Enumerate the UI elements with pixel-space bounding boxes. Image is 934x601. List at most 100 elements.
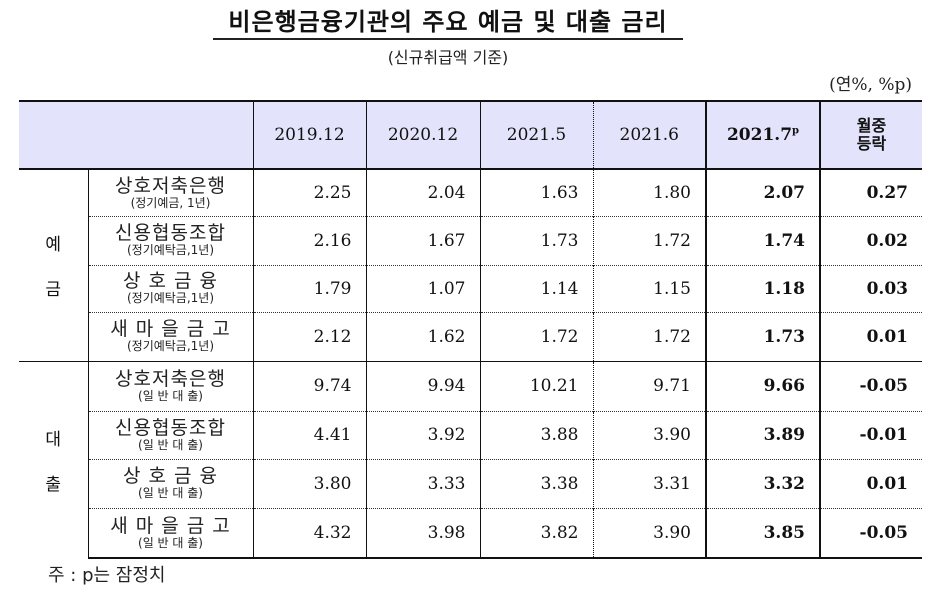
cell-2021-6: 1.15 (592, 264, 706, 312)
product-type: (정기예탁금,1년) (126, 243, 215, 258)
cell-2021-7p: 1.18 (705, 264, 821, 312)
institution-name: 상 호 금 융 (122, 465, 219, 488)
cell-2019-12: 2.12 (252, 311, 366, 361)
group-label-bottom: 출 (45, 474, 62, 495)
col-header-2021-5: 2021.5 (479, 100, 593, 170)
cell-2021-5: 1.14 (479, 264, 593, 312)
group-label-top: 대 (45, 429, 62, 450)
cell-monthly-change: 0.03 (820, 264, 922, 312)
cell-monthly-change: 0.01 (820, 458, 922, 508)
cell-2021-7p: 9.66 (705, 360, 821, 411)
institution-name: 상 호 금 융 (122, 270, 219, 293)
cell-monthly-change: 0.01 (820, 311, 922, 361)
cell-2020-12: 1.67 (365, 215, 480, 265)
cell-2019-12: 3.80 (252, 458, 366, 508)
cell-2021-5: 1.72 (479, 311, 593, 361)
cell-2021-5: 3.88 (479, 410, 593, 459)
cell-2020-12: 9.94 (365, 360, 480, 411)
header-blank (19, 100, 253, 170)
cell-2019-12: 1.79 (252, 264, 366, 312)
cell-2021-6: 1.72 (592, 311, 706, 361)
product-type: (일 반 대 출) (138, 486, 203, 501)
group-label-top: 예 (45, 235, 62, 256)
cell-2019-12: 2.25 (252, 168, 366, 216)
product-type: (일 반 대 출) (138, 535, 203, 550)
institution-name: 새 마 을 금 고 (110, 318, 231, 341)
page-title: 비은행금융기관의 주요 예금 및 대출 금리 (213, 8, 683, 40)
cell-monthly-change: 0.02 (820, 215, 922, 265)
cell-2021-7p: 3.32 (705, 458, 821, 508)
cell-2021-5: 10.21 (479, 360, 593, 411)
institution-name: 신용협동조합 (115, 416, 226, 439)
group-label-bottom: 금 (45, 280, 62, 301)
cell-2021-5: 3.38 (479, 458, 593, 508)
cell-monthly-change: -0.01 (820, 410, 922, 459)
row-label: 새 마 을 금 고 (일 반 대 출) (87, 507, 253, 559)
cell-monthly-change: -0.05 (820, 360, 922, 411)
table-row: 새 마 을 금 고 (일 반 대 출) 4.32 3.98 3.82 3.90 3… (19, 507, 922, 559)
row-label: 상 호 금 융 (정기예탁금,1년) (87, 264, 253, 312)
institution-name: 상호저축은행 (115, 367, 226, 390)
cell-2020-12: 1.62 (365, 311, 480, 361)
cell-2021-7p: 1.74 (705, 215, 821, 265)
cell-2021-6: 3.90 (592, 410, 706, 459)
row-label: 상 호 금 융 (일 반 대 출) (87, 458, 253, 508)
cell-2021-6: 9.71 (592, 360, 706, 411)
cell-2020-12: 3.33 (365, 458, 480, 508)
cell-2021-6: 3.90 (592, 507, 706, 559)
institution-name: 새 마 을 금 고 (110, 514, 231, 537)
table-row: 새 마 을 금 고 (정기예탁금,1년) 2.12 1.62 1.72 1.72 … (19, 311, 922, 361)
col-header-monthly-change: 월중 등락 (820, 100, 922, 170)
cell-2019-12: 4.32 (252, 507, 366, 559)
table-row: 신용협동조합 (일 반 대 출) 4.41 3.92 3.88 3.90 3.89… (19, 410, 922, 459)
cell-2021-6: 1.72 (592, 215, 706, 265)
product-type: (일 반 대 출) (138, 388, 203, 403)
cell-2021-6: 3.31 (592, 458, 706, 508)
product-type: (정기예금, 1년) (130, 195, 211, 210)
table-row: 신용협동조합 (정기예탁금,1년) 2.16 1.67 1.73 1.72 1.7… (19, 215, 922, 265)
page-subtitle: (신규취급액 기준) (387, 48, 509, 67)
row-label: 신용협동조합 (정기예탁금,1년) (87, 215, 253, 265)
cell-2021-7p: 2.07 (705, 168, 821, 216)
cell-2020-12: 1.07 (365, 264, 480, 312)
cell-2021-5: 1.73 (479, 215, 593, 265)
row-label: 상호저축은행 (일 반 대 출) (87, 360, 253, 411)
table-row: 상 호 금 융 (일 반 대 출) 3.80 3.33 3.38 3.31 3.3… (19, 458, 922, 508)
col-header-2020-12: 2020.12 (365, 100, 480, 170)
col-header-2021-7-text: 2021.7 (726, 125, 793, 145)
provisional-mark: p (792, 125, 800, 137)
col-header-2019-12: 2019.12 (252, 100, 366, 170)
interest-rate-table: 2019.12 2020.12 2021.5 2021.6 2021.7p 월중… (19, 100, 922, 559)
product-type: (정기예탁금,1년) (126, 339, 215, 354)
cell-monthly-change: 0.27 (820, 168, 922, 216)
institution-name: 상호저축은행 (115, 174, 226, 197)
header-row: 2019.12 2020.12 2021.5 2021.6 2021.7p 월중… (19, 100, 922, 170)
row-label: 신용협동조합 (일 반 대 출) (87, 410, 253, 459)
institution-name: 신용협동조합 (115, 222, 226, 245)
cell-2021-7p: 3.89 (705, 410, 821, 459)
cell-2020-12: 2.04 (365, 168, 480, 216)
cell-2021-5: 1.63 (479, 168, 593, 216)
cell-monthly-change: -0.05 (820, 507, 922, 559)
table-row: 상 호 금 융 (정기예탁금,1년) 1.79 1.07 1.14 1.15 1.… (19, 264, 922, 312)
cell-2019-12: 2.16 (252, 215, 366, 265)
cell-2021-7p: 1.73 (705, 311, 821, 361)
row-label: 상호저축은행 (정기예금, 1년) (87, 168, 253, 216)
product-type: (일 반 대 출) (138, 437, 203, 452)
cell-2021-7p: 3.85 (705, 507, 821, 559)
cell-2020-12: 3.98 (365, 507, 480, 559)
row-label: 새 마 을 금 고 (정기예탁금,1년) (87, 311, 253, 361)
cell-2021-5: 3.82 (479, 507, 593, 559)
cell-2021-6: 1.80 (592, 168, 706, 216)
cell-2020-12: 3.92 (365, 410, 480, 459)
product-type: (정기예탁금,1년) (126, 291, 215, 306)
col-header-2021-7p: 2021.7p (705, 100, 821, 170)
col-header-2021-6: 2021.6 (592, 100, 706, 170)
col-header-change-line1: 월중 (856, 115, 887, 135)
cell-2019-12: 9.74 (252, 360, 366, 411)
footnote: 주 : p는 잠정치 (48, 565, 166, 586)
